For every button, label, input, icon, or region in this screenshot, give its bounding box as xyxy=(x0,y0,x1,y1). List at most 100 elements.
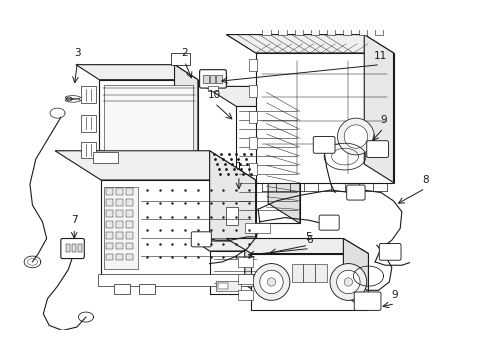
Text: 7: 7 xyxy=(71,215,77,225)
FancyBboxPatch shape xyxy=(199,70,226,88)
Bar xyxy=(226,207,238,225)
Bar xyxy=(126,221,133,228)
Bar xyxy=(106,221,113,228)
Bar xyxy=(311,26,319,35)
Bar xyxy=(98,274,259,286)
Bar xyxy=(114,284,130,294)
Bar xyxy=(294,26,303,35)
Bar xyxy=(238,274,253,284)
Bar xyxy=(249,59,257,71)
Bar xyxy=(126,232,133,239)
Circle shape xyxy=(253,264,290,300)
Polygon shape xyxy=(226,35,393,53)
Bar xyxy=(375,26,384,35)
Bar xyxy=(203,75,209,83)
Bar xyxy=(106,253,113,260)
Bar xyxy=(359,26,368,35)
Bar xyxy=(126,243,133,249)
Circle shape xyxy=(260,270,283,294)
Bar xyxy=(210,75,216,83)
Circle shape xyxy=(337,270,360,294)
Bar xyxy=(245,224,270,234)
Text: 10: 10 xyxy=(208,90,221,100)
Bar xyxy=(249,163,257,175)
Bar xyxy=(303,264,315,282)
Bar xyxy=(216,281,242,291)
Polygon shape xyxy=(99,80,198,155)
FancyBboxPatch shape xyxy=(319,215,339,230)
FancyBboxPatch shape xyxy=(367,141,389,157)
Polygon shape xyxy=(226,239,368,253)
Bar xyxy=(106,243,113,249)
Bar xyxy=(116,199,122,206)
Circle shape xyxy=(344,125,368,148)
Bar xyxy=(66,243,70,252)
Bar xyxy=(104,187,138,269)
Bar xyxy=(292,264,303,282)
Polygon shape xyxy=(104,85,193,150)
Bar xyxy=(72,243,76,252)
Polygon shape xyxy=(55,151,256,180)
Polygon shape xyxy=(210,151,256,276)
Text: 3: 3 xyxy=(74,48,81,58)
Bar xyxy=(81,86,96,103)
Bar xyxy=(139,284,155,294)
Bar xyxy=(315,264,327,282)
Polygon shape xyxy=(195,241,260,251)
Text: 6: 6 xyxy=(307,235,313,245)
Bar xyxy=(106,232,113,239)
Polygon shape xyxy=(174,65,198,155)
Bar xyxy=(278,26,287,35)
FancyBboxPatch shape xyxy=(61,239,84,258)
Circle shape xyxy=(344,278,352,286)
Bar xyxy=(327,26,335,35)
Polygon shape xyxy=(268,86,300,224)
Bar xyxy=(81,115,96,131)
Bar xyxy=(106,188,113,195)
Polygon shape xyxy=(256,53,393,183)
Bar xyxy=(116,232,122,239)
Bar xyxy=(238,290,253,300)
Bar xyxy=(116,221,122,228)
Polygon shape xyxy=(343,239,368,310)
Bar xyxy=(126,210,133,217)
Bar xyxy=(116,210,122,217)
FancyBboxPatch shape xyxy=(191,232,211,247)
Circle shape xyxy=(330,264,367,300)
Text: 8: 8 xyxy=(422,175,429,185)
Polygon shape xyxy=(210,251,260,294)
Bar xyxy=(171,53,190,65)
Bar xyxy=(343,26,351,35)
Polygon shape xyxy=(236,107,300,224)
FancyBboxPatch shape xyxy=(347,185,365,200)
Polygon shape xyxy=(205,86,300,107)
Polygon shape xyxy=(101,180,256,276)
Circle shape xyxy=(338,118,374,155)
FancyBboxPatch shape xyxy=(379,243,401,260)
Bar xyxy=(249,137,257,149)
FancyBboxPatch shape xyxy=(354,292,381,310)
Bar xyxy=(116,243,122,249)
Text: 9: 9 xyxy=(380,115,387,125)
Text: 5: 5 xyxy=(305,232,312,242)
Bar xyxy=(126,253,133,260)
Polygon shape xyxy=(76,65,198,80)
Bar xyxy=(93,152,118,163)
Bar xyxy=(77,243,82,252)
Bar xyxy=(218,283,228,289)
Bar xyxy=(249,111,257,123)
Polygon shape xyxy=(245,241,260,294)
Text: 1: 1 xyxy=(236,162,242,172)
Polygon shape xyxy=(364,35,393,183)
Bar xyxy=(216,75,222,83)
Bar xyxy=(116,253,122,260)
Bar xyxy=(126,199,133,206)
Bar xyxy=(106,210,113,217)
Polygon shape xyxy=(251,253,368,310)
Text: 9: 9 xyxy=(392,291,398,300)
Text: 11: 11 xyxy=(373,51,387,61)
Text: 2: 2 xyxy=(181,48,188,58)
Bar xyxy=(208,86,218,91)
FancyBboxPatch shape xyxy=(313,136,335,153)
Bar xyxy=(81,141,96,158)
